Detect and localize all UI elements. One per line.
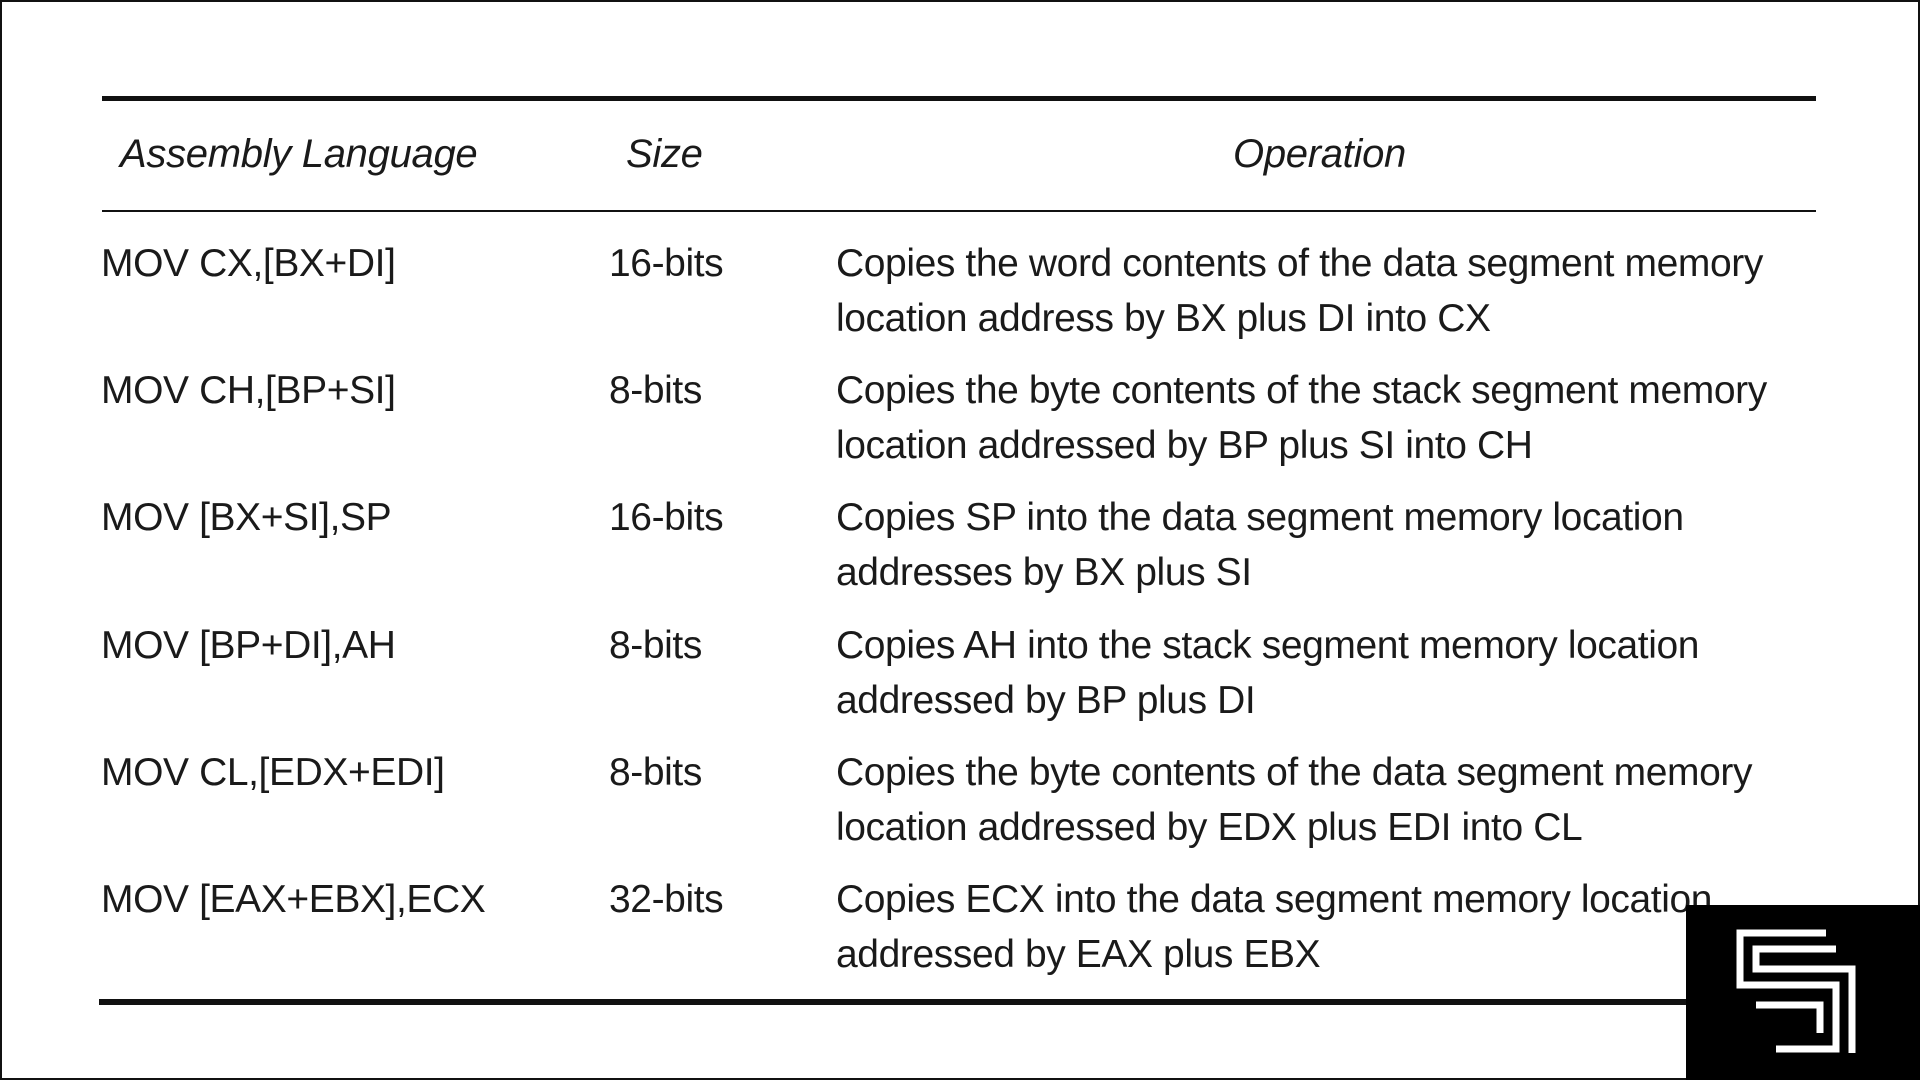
table-header-rule (102, 210, 1816, 212)
operation-line: addresses by BX plus SI (836, 551, 1252, 594)
table-row: MOV CX,[BX+DI] 16-bits Copies the word c… (2, 236, 1920, 363)
header-assembly-language: Assembly Language (120, 132, 478, 176)
cell-size: 8-bits (609, 624, 702, 667)
cell-operation: Copies the byte contents of the stack se… (836, 363, 1816, 473)
cell-assembly: MOV CX,[BX+DI] (101, 242, 396, 285)
operation-line: Copies AH into the stack segment memory … (836, 624, 1700, 667)
operation-line: location addressed by BP plus SI into CH (836, 424, 1533, 467)
cell-size: 8-bits (609, 751, 702, 794)
cell-operation: Copies AH into the stack segment memory … (836, 618, 1816, 728)
table-row: MOV CL,[EDX+EDI] 8-bits Copies the byte … (2, 745, 1920, 872)
table-bottom-rule (99, 999, 1816, 1005)
cell-assembly: MOV [BP+DI],AH (101, 624, 396, 667)
cell-size: 32-bits (609, 878, 724, 921)
operation-line: addressed by BP plus DI (836, 679, 1256, 722)
table-row: MOV CH,[BP+SI] 8-bits Copies the byte co… (2, 363, 1920, 490)
cell-operation: Copies the byte contents of the data seg… (836, 745, 1816, 855)
cell-size: 16-bits (609, 242, 724, 285)
cell-assembly: MOV CH,[BP+SI] (101, 369, 396, 412)
table-row: MOV [EAX+EBX],ECX 32-bits Copies ECX int… (2, 872, 1920, 999)
cell-operation: Copies SP into the data segment memory l… (836, 490, 1816, 600)
operation-line: addressed by EAX plus EBX (836, 933, 1321, 976)
operation-line: Copies ECX into the data segment memory … (836, 878, 1713, 921)
table-row: MOV [BX+SI],SP 16-bits Copies SP into th… (2, 490, 1920, 617)
cell-operation: Copies the word contents of the data seg… (836, 236, 1816, 346)
channel-logo (1686, 905, 1920, 1080)
cell-operation: Copies ECX into the data segment memory … (836, 872, 1816, 982)
operation-line: Copies the word contents of the data seg… (836, 242, 1763, 285)
cell-assembly: MOV CL,[EDX+EDI] (101, 751, 445, 794)
operation-line: location address by BX plus DI into CX (836, 297, 1491, 340)
header-operation: Operation (1233, 132, 1406, 176)
cell-size: 8-bits (609, 369, 702, 412)
operation-line: location addressed by EDX plus EDI into … (836, 806, 1583, 849)
header-size: Size (626, 132, 703, 176)
operation-line: Copies the byte contents of the data seg… (836, 751, 1753, 794)
channel-logo-icon (1736, 929, 1856, 1053)
table-top-rule (102, 96, 1816, 101)
operation-line: Copies the byte contents of the stack se… (836, 369, 1767, 412)
table-row: MOV [BP+DI],AH 8-bits Copies AH into the… (2, 618, 1920, 745)
cell-assembly: MOV [EAX+EBX],ECX (101, 878, 486, 921)
cell-size: 16-bits (609, 496, 724, 539)
cell-assembly: MOV [BX+SI],SP (101, 496, 392, 539)
operation-line: Copies SP into the data segment memory l… (836, 496, 1684, 539)
